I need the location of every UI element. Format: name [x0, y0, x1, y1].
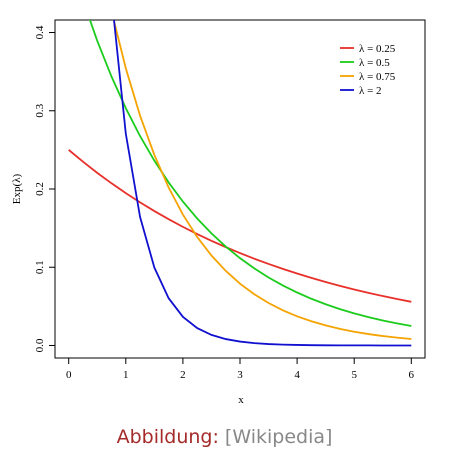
- chart: x Exp(λ) 0 1 2 3 4 5 6 0.0 0.1 0.2 0.3 0.4 λ = 0.25 λ…: [11, 19, 426, 406]
- legend-label: λ = 0.75: [359, 71, 396, 83]
- legend-label: λ = 0.5: [359, 57, 390, 69]
- series-line: [112, 20, 412, 340]
- x-tick-label: 5: [351, 369, 357, 381]
- x-tick-label: 3: [237, 369, 243, 381]
- y-tick-label: 0.1: [34, 260, 46, 274]
- x-axis-label: x: [238, 394, 244, 406]
- caption: Abbildung: [Wikipedia]: [0, 426, 449, 448]
- y-tick-label: 0.4: [34, 25, 46, 39]
- series-line: [68, 149, 412, 303]
- caption-label: Abbildung:: [116, 426, 219, 448]
- caption-source: [Wikipedia]: [224, 426, 333, 448]
- y-axis-label: Exp(λ): [11, 173, 23, 204]
- x-tick-label: 6: [409, 369, 415, 381]
- y-tick-label: 0.2: [34, 182, 46, 196]
- x-tick-label: 2: [180, 369, 186, 381]
- x-tick-label: 1: [123, 369, 129, 381]
- x-tick-label: 0: [66, 369, 72, 381]
- y-tick-label: 0.3: [34, 103, 46, 117]
- lines: [68, 20, 412, 347]
- legend-label: λ = 0.25: [359, 43, 396, 55]
- series-line: [113, 20, 412, 347]
- y-tick-label: 0.0: [34, 338, 46, 352]
- legend-label: λ = 2: [359, 85, 382, 97]
- series-line: [88, 20, 412, 327]
- x-tick-label: 4: [294, 369, 300, 381]
